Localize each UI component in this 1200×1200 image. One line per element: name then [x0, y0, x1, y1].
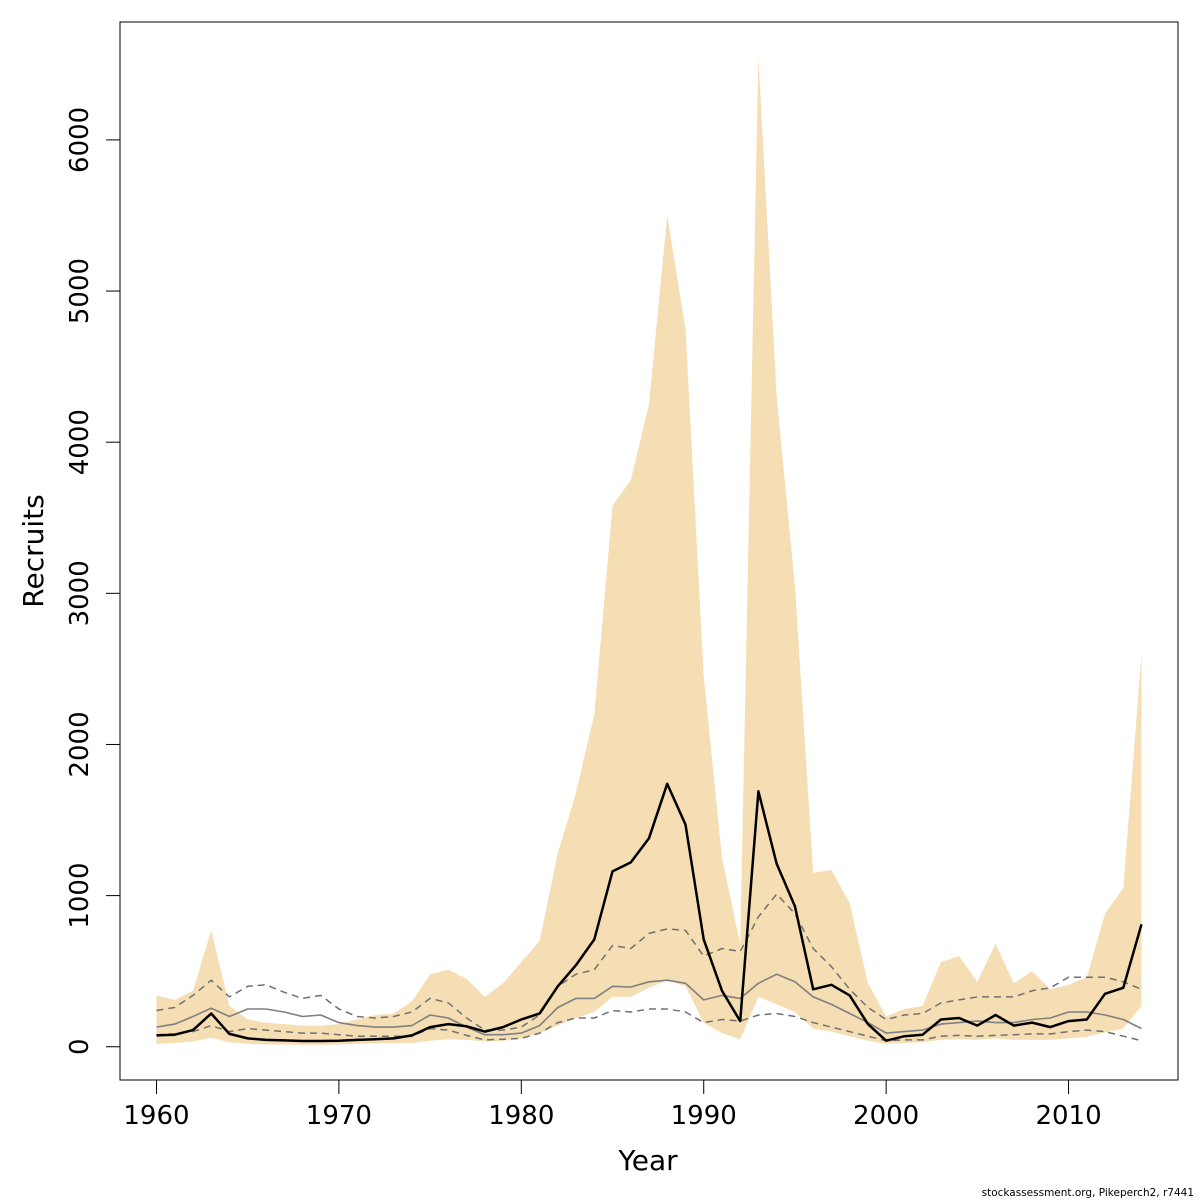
confidence-band: [156, 56, 1142, 1045]
estimate-line: [156, 782, 1143, 1043]
x-tick-label: 2000: [853, 1101, 919, 1131]
y-tick-label: 2000: [65, 711, 95, 777]
plot-area: [156, 56, 1143, 1045]
y-tick-label: 1000: [65, 863, 95, 929]
x-tick-label: 2010: [1035, 1101, 1101, 1131]
y-tick-label: 4000: [65, 409, 95, 475]
y-axis: 0 1000 2000 3000 4000 5000 6000: [65, 107, 121, 1055]
x-axis-title: Year: [617, 1144, 678, 1177]
credit-text: stockassessment.org, Pikeperch2, r7441: [982, 1187, 1194, 1199]
reference-line: [156, 973, 1142, 1036]
dashed-bound-line-3: [156, 893, 1142, 1031]
x-tick-label: 1960: [123, 1101, 189, 1131]
y-tick-label: 3000: [65, 560, 95, 626]
y-axis-title: Recruits: [17, 494, 50, 607]
y-tick-label: 6000: [65, 107, 95, 173]
x-tick-label: 1990: [671, 1101, 737, 1131]
x-tick-label: 1980: [488, 1101, 554, 1131]
x-tick-label: 1970: [306, 1101, 372, 1131]
x-axis: 1960 1970 1980 1990 2000 2010: [123, 1079, 1102, 1131]
y-tick-label: 5000: [65, 258, 95, 324]
dashed-bound-line-4: [156, 1008, 1142, 1042]
y-tick-label: 0: [65, 1038, 95, 1055]
